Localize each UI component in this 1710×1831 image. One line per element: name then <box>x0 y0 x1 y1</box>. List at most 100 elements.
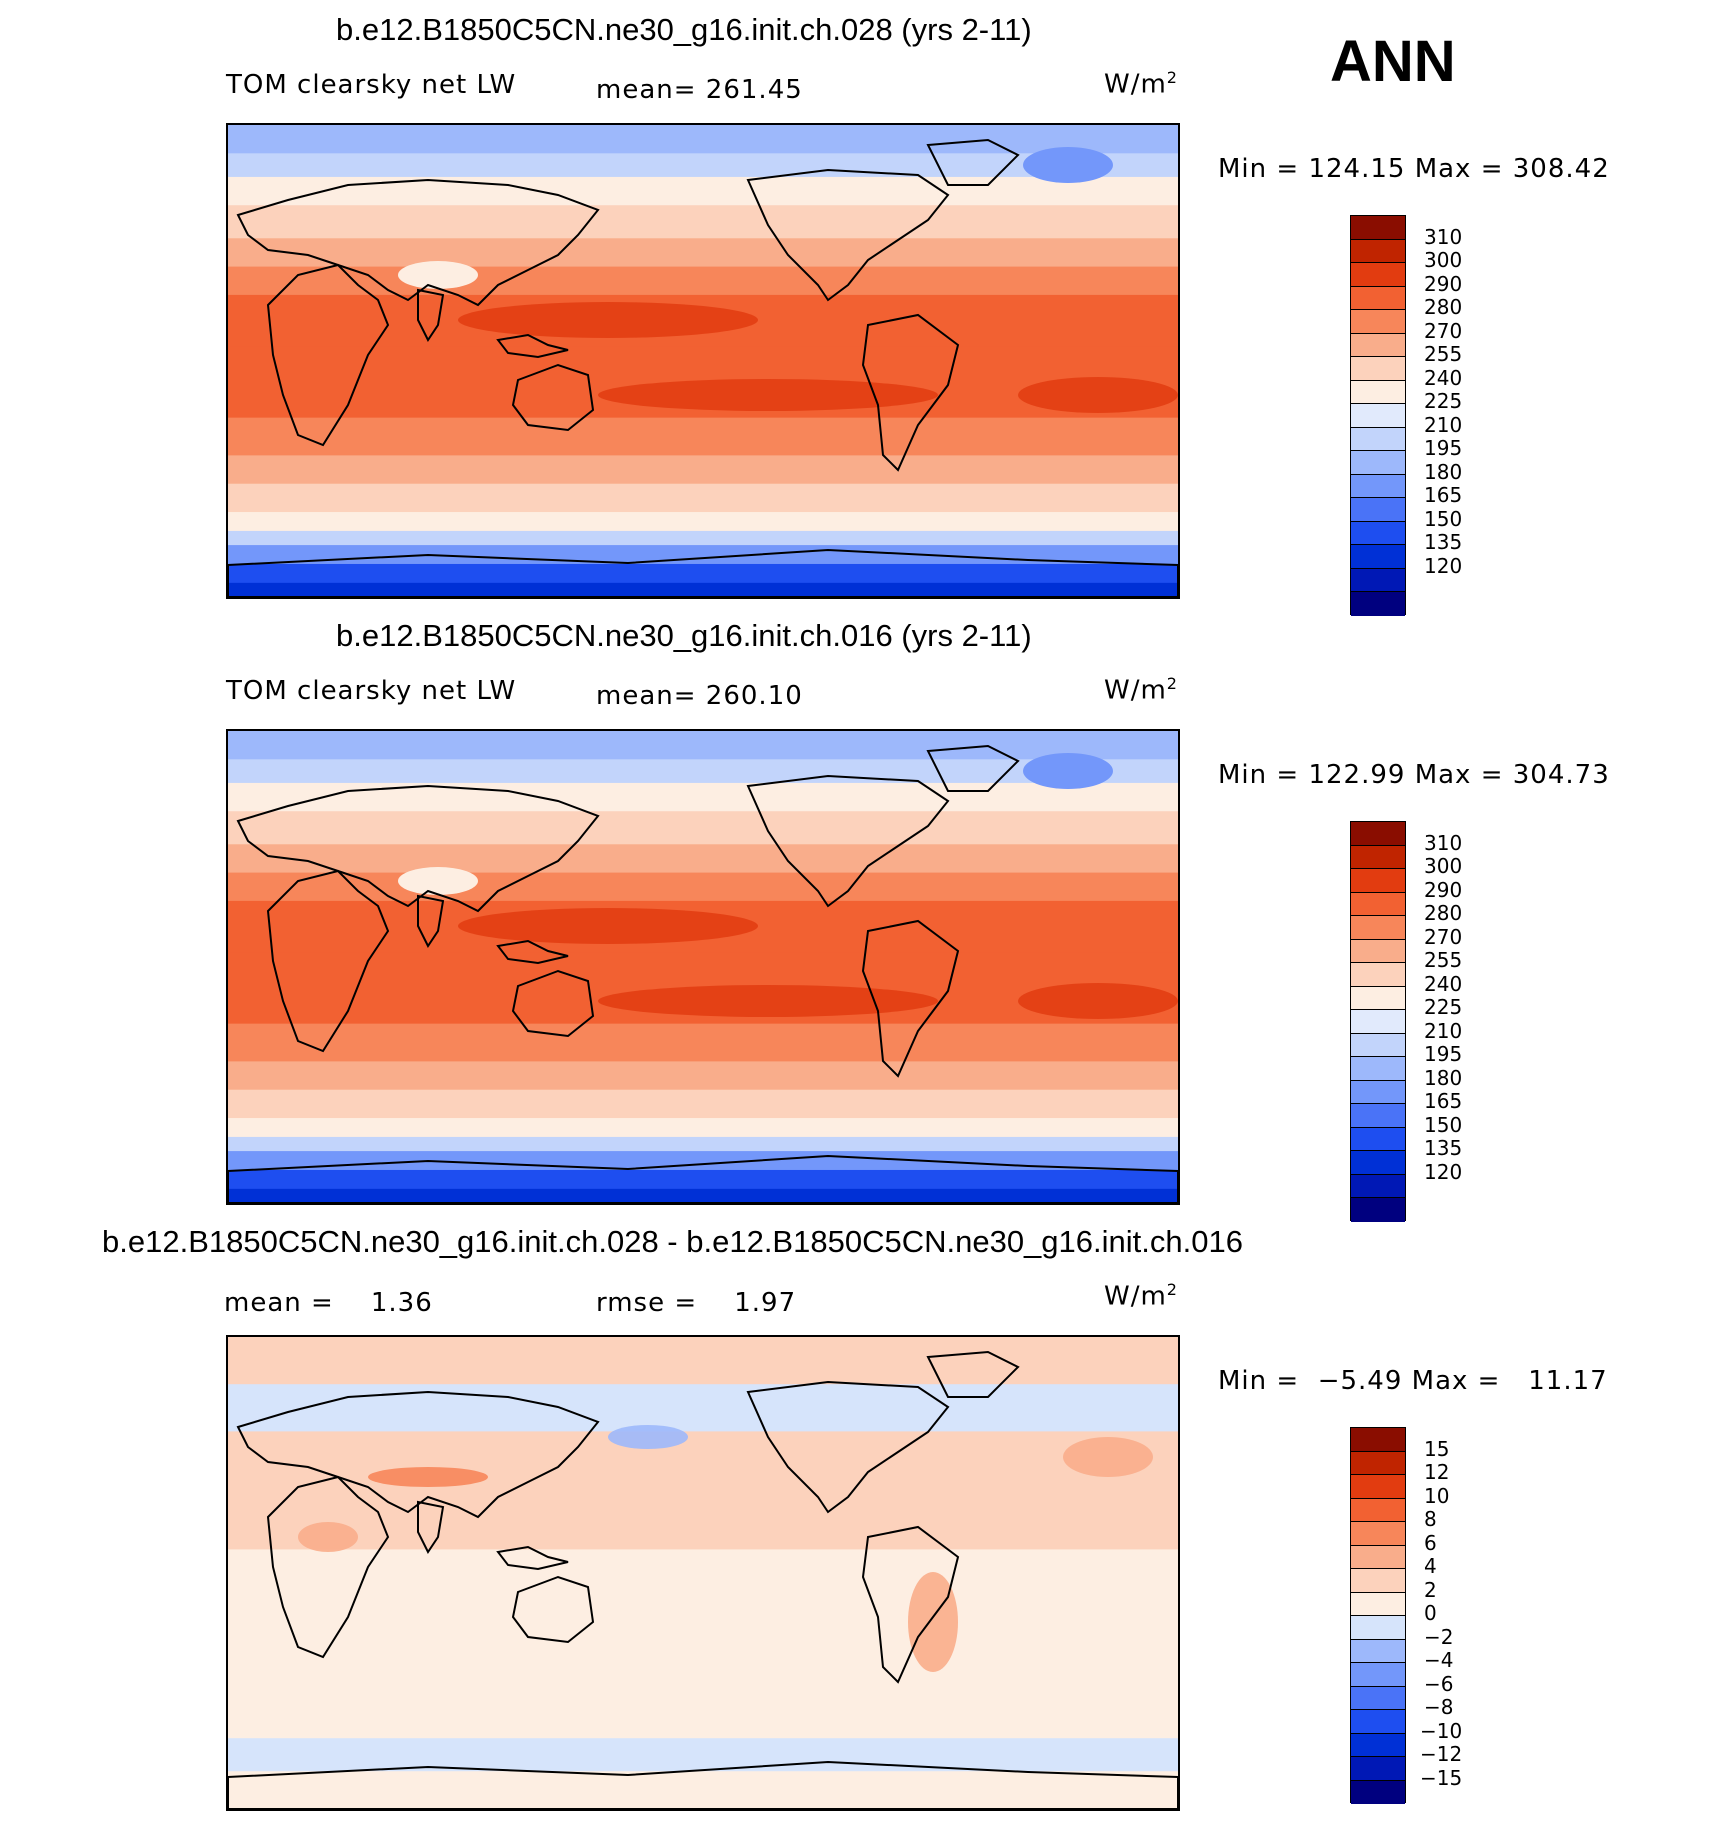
colorbar-segment <box>1351 568 1405 592</box>
field-band <box>228 1384 1178 1433</box>
field-band <box>228 1431 1178 1551</box>
difference-anomaly <box>298 1522 358 1552</box>
colorbar-segment <box>1351 521 1405 545</box>
colorbar-tick-label: 280 <box>1424 295 1463 319</box>
warm-pool <box>458 908 758 944</box>
colorbar-segment <box>1351 1616 1405 1640</box>
greenland-cold-spot <box>1023 147 1113 183</box>
difference-anomaly <box>608 1425 688 1449</box>
panel1-mean-value: 261.45 <box>705 75 803 105</box>
colorbar-segment <box>1351 963 1405 987</box>
field-band <box>228 153 1178 178</box>
warm-pool <box>1018 377 1178 413</box>
coastline <box>746 1380 950 1514</box>
colorbar-segment <box>1351 1663 1405 1687</box>
panel2-units: W/m2 <box>1104 674 1178 706</box>
colorbar-segment <box>1351 333 1405 357</box>
field-band <box>228 530 1178 547</box>
field-band <box>228 512 1178 532</box>
panel3-units: W/m2 <box>1104 1280 1178 1312</box>
field-band <box>228 563 1178 584</box>
coastline <box>926 744 1020 792</box>
colorbar-segment <box>1351 239 1405 263</box>
coastline <box>511 969 595 1038</box>
panel2-mean-value: 260.10 <box>705 681 803 711</box>
colorbar-segment <box>1351 427 1405 451</box>
colorbar-segment <box>1351 1545 1405 1569</box>
coastline <box>228 1154 1178 1203</box>
colorbar-segment <box>1351 1780 1405 1804</box>
field-band <box>228 1023 1178 1063</box>
colorbar-tick-label: 310 <box>1424 830 1463 855</box>
field-band <box>228 1136 1178 1153</box>
colorbar-segment <box>1351 986 1405 1010</box>
colorbar-tick-label: 150 <box>1424 506 1463 531</box>
colorbar-segment <box>1351 1174 1405 1198</box>
panel3-title: b.e12.B1850C5CN.ne30_g16.init.ch.028 - b… <box>102 1224 1243 1259</box>
colorbar-segment <box>1351 1475 1405 1499</box>
colorbar-segment <box>1351 1104 1405 1128</box>
colorbar-tick-label: 135 <box>1424 530 1463 554</box>
colorbar-tick-label: −8 <box>1424 1695 1454 1719</box>
coastline <box>746 168 950 302</box>
colorbar-tick-label: −15 <box>1420 1765 1463 1790</box>
colorbar-tick-label: 6 <box>1424 1530 1437 1555</box>
colorbar-tick-label: 120 <box>1424 553 1463 578</box>
colorbar-segment <box>1351 380 1405 404</box>
colorbar-segment <box>1351 216 1405 240</box>
field-band <box>228 205 1178 240</box>
coastline <box>926 1350 1020 1398</box>
panel1-minmax: Min = 124.15 Max = 308.42 <box>1218 154 1610 184</box>
colorbar-tick-label: 300 <box>1424 854 1463 878</box>
field-band <box>228 1738 1178 1773</box>
panel2-title: b.e12.B1850C5CN.ne30_g16.init.ch.016 (yr… <box>336 618 1032 653</box>
colorbar-segment <box>1351 310 1405 334</box>
tibet-plateau <box>398 261 478 289</box>
panel1-mean: mean= 261.45 <box>596 75 803 105</box>
coastline <box>861 1525 960 1684</box>
field-band <box>228 417 1178 457</box>
colorbar-tick-label: 15 <box>1424 1436 1450 1461</box>
coastline <box>861 313 960 472</box>
colorbar-segment <box>1351 286 1405 310</box>
colorbar-segment <box>1351 451 1405 475</box>
field-band <box>228 1337 1178 1386</box>
colorbar-tick-label: 210 <box>1424 412 1463 437</box>
colorbar-tick-label: 150 <box>1424 1112 1463 1137</box>
colorbar-segment <box>1351 1010 1405 1034</box>
colorbar-tick-label: −12 <box>1420 1742 1463 1766</box>
field-band <box>228 811 1178 846</box>
field-band <box>228 582 1178 597</box>
colorbar-tick-label: −2 <box>1424 1624 1454 1649</box>
coastline <box>511 363 595 432</box>
coastline <box>496 939 569 965</box>
colorbar-segment <box>1351 1198 1405 1222</box>
panel1-colorbar <box>1350 215 1406 616</box>
panel2-mean: mean= 260.10 <box>596 681 803 711</box>
field-band <box>228 1188 1178 1203</box>
difference-anomaly <box>368 1467 488 1487</box>
colorbar-tick-label: 135 <box>1424 1136 1463 1160</box>
colorbar-tick-label: 2 <box>1424 1577 1437 1602</box>
colorbar-segment <box>1351 1639 1405 1663</box>
coastline <box>417 288 445 342</box>
colorbar-segment <box>1351 1033 1405 1057</box>
panel2-colorbar <box>1350 821 1406 1222</box>
colorbar-tick-label: 195 <box>1424 1042 1463 1066</box>
coastline <box>236 178 600 307</box>
colorbar-tick-label: 290 <box>1424 877 1463 902</box>
greenland-cold-spot <box>1023 753 1113 789</box>
coastline <box>861 919 960 1078</box>
colorbar-segment <box>1351 1151 1405 1175</box>
field-band <box>228 1771 1178 1809</box>
field-band <box>228 759 1178 784</box>
colorbar-tick-label: −10 <box>1420 1718 1463 1743</box>
colorbar-tick-label: 225 <box>1424 389 1463 413</box>
colorbar-segment <box>1351 592 1405 616</box>
colorbar-segment <box>1351 1733 1405 1757</box>
field-band <box>228 1089 1178 1120</box>
colorbar-tick-label: 240 <box>1424 365 1463 390</box>
colorbar-segment <box>1351 263 1405 287</box>
colorbar-segment <box>1351 1080 1405 1104</box>
panel1-title: b.e12.B1850C5CN.ne30_g16.init.ch.028 (yr… <box>336 12 1032 47</box>
